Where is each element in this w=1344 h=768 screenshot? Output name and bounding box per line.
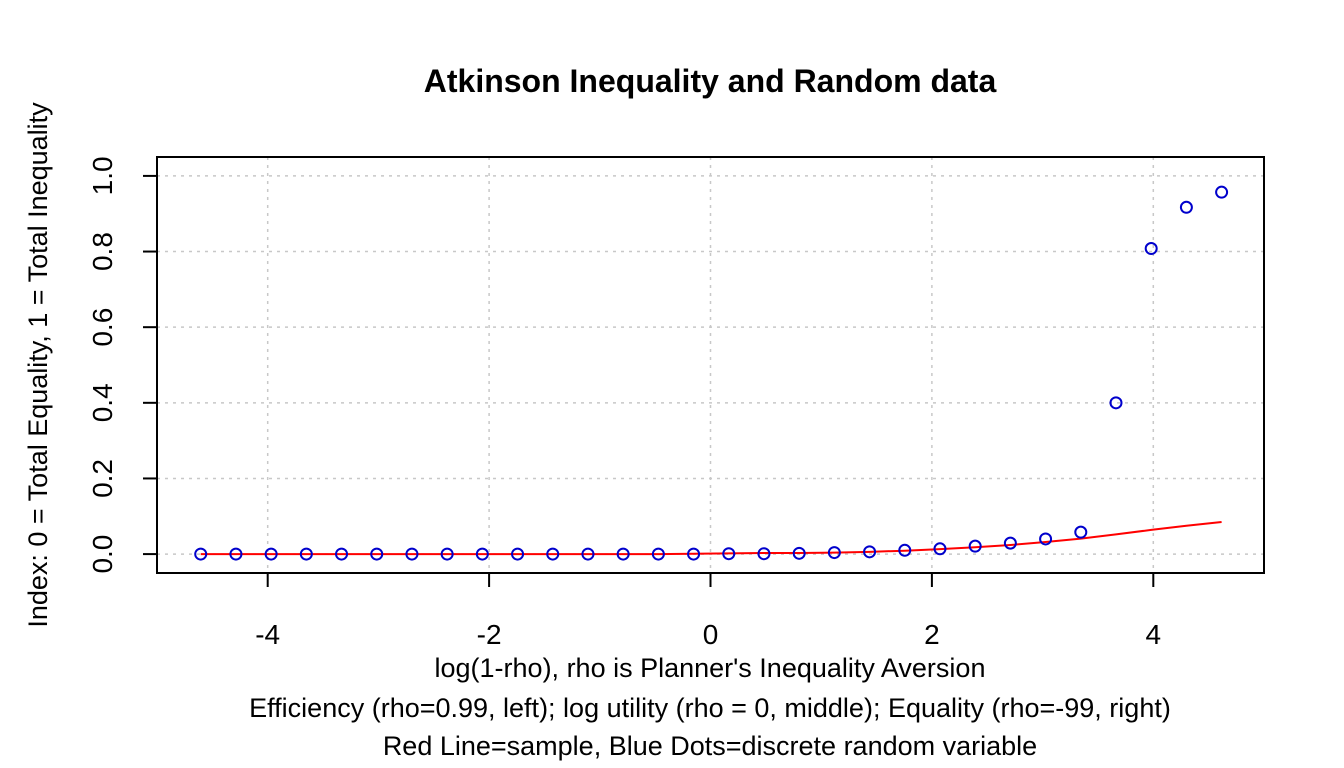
random-variable-point [1179,200,1193,214]
y-tick-label: 1.0 [87,156,118,195]
random-variable-point [511,547,525,561]
random-variable-point [475,547,489,561]
random-variable-point [335,547,349,561]
random-variable-point [687,547,701,561]
x-tick-label: -4 [255,619,280,650]
random-variable-point [1003,536,1017,550]
random-variable-point [194,547,208,561]
x-axis-label: log(1-rho), rho is Planner's Inequality … [435,653,986,683]
x-axis-subtitle-1: Efficiency (rho=0.99, left); log utility… [249,693,1171,723]
x-tick-label: 0 [703,619,719,650]
random-variable-point [440,547,454,561]
x-tick-label: 4 [1146,619,1162,650]
random-variable-point [863,545,877,559]
random-variable-point [1109,396,1123,410]
random-variable-point [581,547,595,561]
random-variable-point [616,547,630,561]
x-axis: -4 -2 0 2 4 [255,572,1162,650]
random-variable-point [1074,525,1088,539]
random-variable-point [792,546,806,560]
random-variable-point [651,547,665,561]
random-variable-point [229,547,243,561]
random-variable-point [968,539,982,553]
random-variable-point [405,547,419,561]
random-variable-point [933,542,947,556]
grid-lines [157,157,1264,573]
random-variable-point [1144,242,1158,256]
y-tick-label: 0.2 [87,459,118,498]
random-variable-point [1039,532,1053,546]
random-variable-point [1215,185,1229,199]
y-tick-label: 0.8 [87,232,118,271]
y-tick-label: 0.0 [87,535,118,574]
random-variable-point [898,543,912,557]
chart-title: Atkinson Inequality and Random data [424,63,997,99]
random-variable-point [264,547,278,561]
x-tick-label: -2 [477,619,502,650]
random-variable-point [299,547,313,561]
y-tick-label: 0.4 [87,383,118,422]
random-variable-point [757,547,771,561]
y-tick-label: 0.6 [87,308,118,347]
random-variable-point [370,547,384,561]
x-axis-subtitle-2: Red Line=sample, Blue Dots=discrete rand… [383,731,1037,761]
plot-series [194,185,1229,561]
y-axis-label: Index: 0 = Total Equality, 1 = Total Ine… [23,102,53,628]
x-tick-label: 2 [924,619,940,650]
random-variable-point [827,546,841,560]
random-variable-point [722,547,736,561]
random-variable-point [546,547,560,561]
y-axis: 0.0 0.2 0.4 0.6 0.8 1.0 [87,156,158,574]
